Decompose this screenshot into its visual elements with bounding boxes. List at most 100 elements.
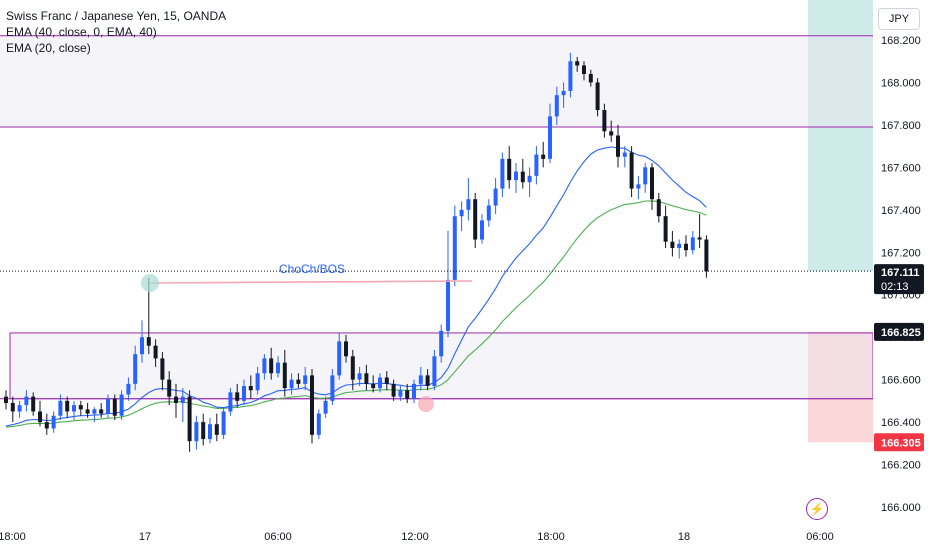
time-tick-label: 18:00 <box>537 531 565 543</box>
candle-body <box>629 152 634 189</box>
price-tick-label: 166.400 <box>881 417 921 429</box>
candle-body <box>180 396 185 403</box>
candle-body <box>650 167 654 200</box>
candle-body <box>31 396 36 412</box>
candle-body <box>486 205 491 221</box>
candle-body <box>221 411 226 435</box>
candle-body <box>520 171 525 183</box>
candle-body <box>201 422 206 440</box>
candle-body <box>337 341 342 376</box>
target-price-text: 166.825 <box>881 327 921 339</box>
current-price-text: 167.111 <box>881 267 920 279</box>
candle-body <box>459 209 464 217</box>
candle-body <box>72 405 76 412</box>
candle-body <box>541 154 546 159</box>
candle-body <box>643 167 648 185</box>
candle-body <box>146 337 151 346</box>
price-tick-label: 167.200 <box>881 247 921 259</box>
candle-body <box>58 400 63 416</box>
candle-body <box>133 354 138 384</box>
candle-body <box>187 396 192 442</box>
candle-body <box>704 239 709 272</box>
candle-body <box>153 345 158 359</box>
candle-body <box>303 375 308 384</box>
ema40-legend: EMA (40, close, 0, EMA, 40) <box>6 25 157 39</box>
candle-body <box>99 409 104 414</box>
candle-body <box>534 154 539 176</box>
price-tick-label: 167.800 <box>881 120 921 132</box>
lightning-icon[interactable]: ⚡ <box>806 498 828 520</box>
time-tick-label: 17 <box>139 531 151 543</box>
candle-body <box>248 386 253 391</box>
candle-body <box>208 424 212 440</box>
time-tick-label: 06:00 <box>806 531 834 543</box>
candle-body <box>119 394 124 416</box>
price-tick-label: 166.200 <box>881 460 921 472</box>
time-axis <box>0 522 873 550</box>
stop-price-text: 166.305 <box>881 437 921 449</box>
candle-body <box>296 379 301 384</box>
candle-body <box>514 171 518 181</box>
candle-body <box>10 402 15 412</box>
candle-body <box>112 398 117 416</box>
candle-body <box>323 400 328 414</box>
candle-body <box>160 358 165 380</box>
candle-body <box>78 405 83 410</box>
candle-body <box>65 400 70 412</box>
swing-low-marker <box>418 396 434 412</box>
price-tick-label: 166.600 <box>881 375 921 387</box>
time-tick-label: 18 <box>678 531 690 543</box>
stop-price-badge <box>874 433 924 452</box>
candle-body <box>636 184 641 189</box>
time-tick-label: 12:00 <box>401 531 429 543</box>
candle-body <box>500 158 505 189</box>
candle-body <box>588 73 593 83</box>
countdown-text: 02:13 <box>881 281 909 293</box>
candle-body <box>527 175 532 183</box>
candle-body <box>493 188 498 206</box>
candle-body <box>242 386 246 401</box>
time-tick-label: 06:00 <box>264 531 292 543</box>
candle-body <box>568 61 573 91</box>
candle-body <box>330 375 335 401</box>
candle-body <box>391 383 396 397</box>
candle-body <box>276 362 280 374</box>
candle-body <box>126 383 131 395</box>
choch-bos-label: ChoCh/BOS <box>279 262 345 276</box>
candle-body <box>466 199 471 210</box>
candle-body <box>405 390 410 399</box>
currency-button[interactable]: JPY <box>878 8 920 30</box>
candle-body <box>38 411 42 423</box>
candle-body <box>690 237 695 251</box>
candle-body <box>582 65 586 74</box>
candle-body <box>473 199 478 240</box>
candle-body <box>228 392 233 412</box>
candle-body <box>656 199 661 217</box>
candle-body <box>412 383 416 399</box>
candle-body <box>4 396 8 403</box>
price-tick-label: 167.600 <box>881 162 921 174</box>
candle-body <box>602 110 607 132</box>
candle-body <box>684 243 688 251</box>
chart-legend: Swiss Franc / Japanese Yen, 15, OANDA EM… <box>6 8 226 56</box>
candle-body <box>371 383 376 389</box>
time-tick-label: 18:00 <box>0 531 26 543</box>
candle-body <box>595 82 600 111</box>
candle-body <box>554 95 559 117</box>
candle-body <box>344 341 348 357</box>
candle-body <box>425 375 430 387</box>
candle-body <box>92 409 97 414</box>
price-tick-label: 166.000 <box>881 502 921 514</box>
candle-body <box>609 131 614 136</box>
candle-body <box>575 61 580 66</box>
candle-body <box>255 373 260 391</box>
candle-body <box>357 373 362 380</box>
candle-body <box>364 373 369 384</box>
candle-body <box>616 135 620 157</box>
candle-body <box>663 216 668 242</box>
supply-zone <box>0 35 873 128</box>
candle-body <box>140 337 144 355</box>
bos-line <box>149 280 473 284</box>
